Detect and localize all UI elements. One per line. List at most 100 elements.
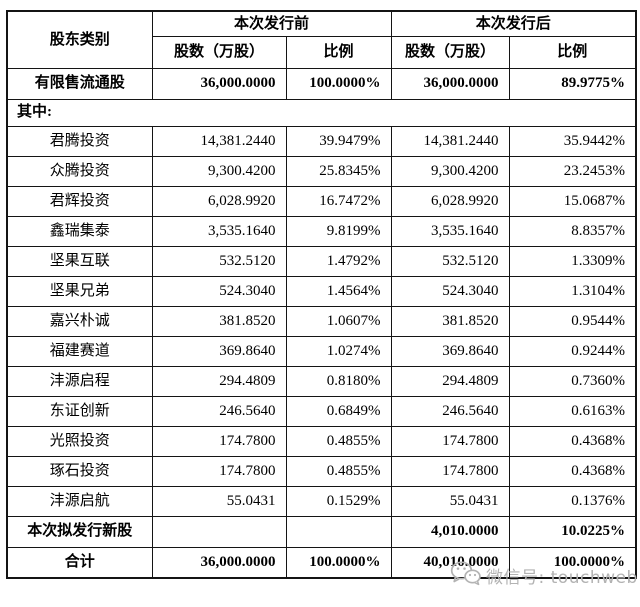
header-shareholder-category: 股东类别	[6, 10, 153, 69]
value-cell: 1.0607%	[285, 305, 392, 337]
value-cell: 294.4809	[390, 365, 510, 397]
value-cell: 36,000.0000	[151, 546, 287, 579]
shareholder-label: 光照投资	[6, 425, 153, 457]
table-row: 光照投资 174.7800 0.4855% 174.7800 0.4368%	[6, 425, 637, 457]
table-row: 君辉投资 6,028.9920 16.7472% 6,028.9920 15.0687%	[6, 185, 637, 217]
value-cell: 381.8520	[390, 305, 510, 337]
value-cell: 1.4564%	[285, 275, 392, 307]
table-row: 有限售流通股 36,000.0000 100.0000% 36,000.0000 89.…	[6, 67, 637, 100]
value-cell: 14,381.2440	[390, 125, 510, 157]
shareholder-label: 福建赛道	[6, 335, 153, 367]
shareholder-label: 其中:	[6, 98, 637, 127]
value-cell: 36,000.0000	[390, 67, 510, 100]
table-row: 沣源启航 55.0431 0.1529% 55.0431 0.1376%	[6, 485, 637, 517]
value-cell: 369.8640	[151, 335, 287, 367]
value-cell: 524.3040	[390, 275, 510, 307]
value-cell: 55.0431	[151, 485, 287, 517]
table-row: 福建赛道 369.8640 1.0274% 369.8640 0.9244%	[6, 335, 637, 367]
shareholder-label: 坚果互联	[6, 245, 153, 277]
value-cell: 9,300.4200	[390, 155, 510, 187]
value-cell: 4,010.0000	[390, 515, 510, 548]
table-header: 股东类别 本次发行前 本次发行后 股数（万股） 比例 股数（万股） 比例	[6, 10, 637, 69]
value-cell: 369.8640	[390, 335, 510, 367]
value-cell: 100.0000%	[285, 546, 392, 579]
value-cell: 36,000.0000	[151, 67, 287, 100]
value-cell: 294.4809	[151, 365, 287, 397]
shareholder-label: 东证创新	[6, 395, 153, 427]
value-cell: 100.0000%	[508, 546, 637, 579]
watermark: 微信号: touchweb	[450, 560, 638, 591]
table-row: 其中:	[6, 98, 637, 127]
value-cell: 174.7800	[390, 425, 510, 457]
value-cell: 9.8199%	[285, 215, 392, 247]
shareholder-label: 本次拟发行新股	[6, 515, 153, 548]
value-cell: 0.9544%	[508, 305, 637, 337]
shareholder-label: 鑫瑞集泰	[6, 215, 153, 247]
table-header-row-2: 股数（万股） 比例 股数（万股） 比例	[7, 35, 637, 69]
header-group-after-issuance: 本次发行后	[390, 10, 637, 37]
table-header-row-1: 股东类别 本次发行前 本次发行后	[6, 10, 637, 69]
table-row: 合计 36,000.0000 100.0000% 40,010.0000 100.000…	[6, 546, 637, 579]
value-cell: 1.3309%	[508, 245, 637, 277]
shareholder-label: 众腾投资	[6, 155, 153, 187]
value-cell: 15.0687%	[508, 185, 637, 217]
value-cell: 246.5640	[151, 395, 287, 427]
shareholder-label: 嘉兴朴诚	[6, 305, 153, 337]
shareholder-label: 沣源启程	[6, 365, 153, 397]
value-cell: 23.2453%	[508, 155, 637, 187]
value-cell: 0.8180%	[285, 365, 392, 397]
value-cell	[285, 515, 392, 548]
value-cell: 174.7800	[390, 455, 510, 487]
shareholder-label: 君腾投资	[6, 125, 153, 157]
value-cell: 0.6849%	[285, 395, 392, 427]
table-row: 坚果互联 532.5120 1.4792% 532.5120 1.3309%	[6, 245, 637, 277]
value-cell: 0.4368%	[508, 425, 637, 457]
shareholder-label: 合计	[6, 546, 153, 579]
table-row: 众腾投资 9,300.4200 25.8345% 9,300.4200 23.2453%	[6, 155, 637, 187]
value-cell: 0.7360%	[508, 365, 637, 397]
shareholder-label: 沣源启航	[6, 485, 153, 517]
value-cell: 246.5640	[390, 395, 510, 427]
value-cell: 0.4855%	[285, 455, 392, 487]
value-cell: 524.3040	[151, 275, 287, 307]
table-row: 坚果兄弟 524.3040 1.4564% 524.3040 1.3104%	[6, 275, 637, 307]
value-cell: 381.8520	[151, 305, 287, 337]
value-cell: 14,381.2440	[151, 125, 287, 157]
value-cell: 174.7800	[151, 455, 287, 487]
header-ratio-before: 比例	[285, 35, 392, 69]
table-row: 东证创新 246.5640 0.6849% 246.5640 0.6163%	[6, 395, 637, 427]
value-cell: 3,535.1640	[390, 215, 510, 247]
value-cell: 6,028.9920	[151, 185, 287, 217]
value-cell: 1.4792%	[285, 245, 392, 277]
value-cell: 532.5120	[151, 245, 287, 277]
value-cell: 35.9442%	[508, 125, 637, 157]
value-cell: 0.1529%	[285, 485, 392, 517]
value-cell: 16.7472%	[285, 185, 392, 217]
value-cell: 100.0000%	[285, 67, 392, 100]
value-cell: 174.7800	[151, 425, 287, 457]
value-cell	[151, 515, 287, 548]
value-cell: 0.1376%	[508, 485, 637, 517]
value-cell: 8.8357%	[508, 215, 637, 247]
value-cell: 0.4855%	[285, 425, 392, 457]
value-cell: 25.8345%	[285, 155, 392, 187]
wechat-icon	[450, 560, 481, 591]
table-row: 君腾投资 14,381.2440 39.9479% 14,381.2440 35.944…	[6, 125, 637, 157]
value-cell: 10.0225%	[508, 515, 637, 548]
value-cell: 39.9479%	[285, 125, 392, 157]
value-cell: 55.0431	[390, 485, 510, 517]
table-row: 沣源启程 294.4809 0.8180% 294.4809 0.7360%	[6, 365, 637, 397]
shareholder-label: 有限售流通股	[6, 67, 153, 100]
value-cell: 1.0274%	[285, 335, 392, 367]
table-row: 鑫瑞集泰 3,535.1640 9.8199% 3,535.1640 8.8357%	[6, 215, 637, 247]
header-group-before-issuance: 本次发行前	[151, 10, 392, 37]
value-cell: 0.4368%	[508, 455, 637, 487]
header-shares-before: 股数（万股）	[151, 35, 287, 69]
value-cell: 532.5120	[390, 245, 510, 277]
value-cell: 0.6163%	[508, 395, 637, 427]
table-body: 有限售流通股 36,000.0000 100.0000% 36,000.0000 89.…	[6, 67, 637, 579]
header-ratio-after: 比例	[508, 35, 637, 69]
watermark-text: 微信号: touchweb	[486, 568, 638, 588]
value-cell: 3,535.1640	[151, 215, 287, 247]
